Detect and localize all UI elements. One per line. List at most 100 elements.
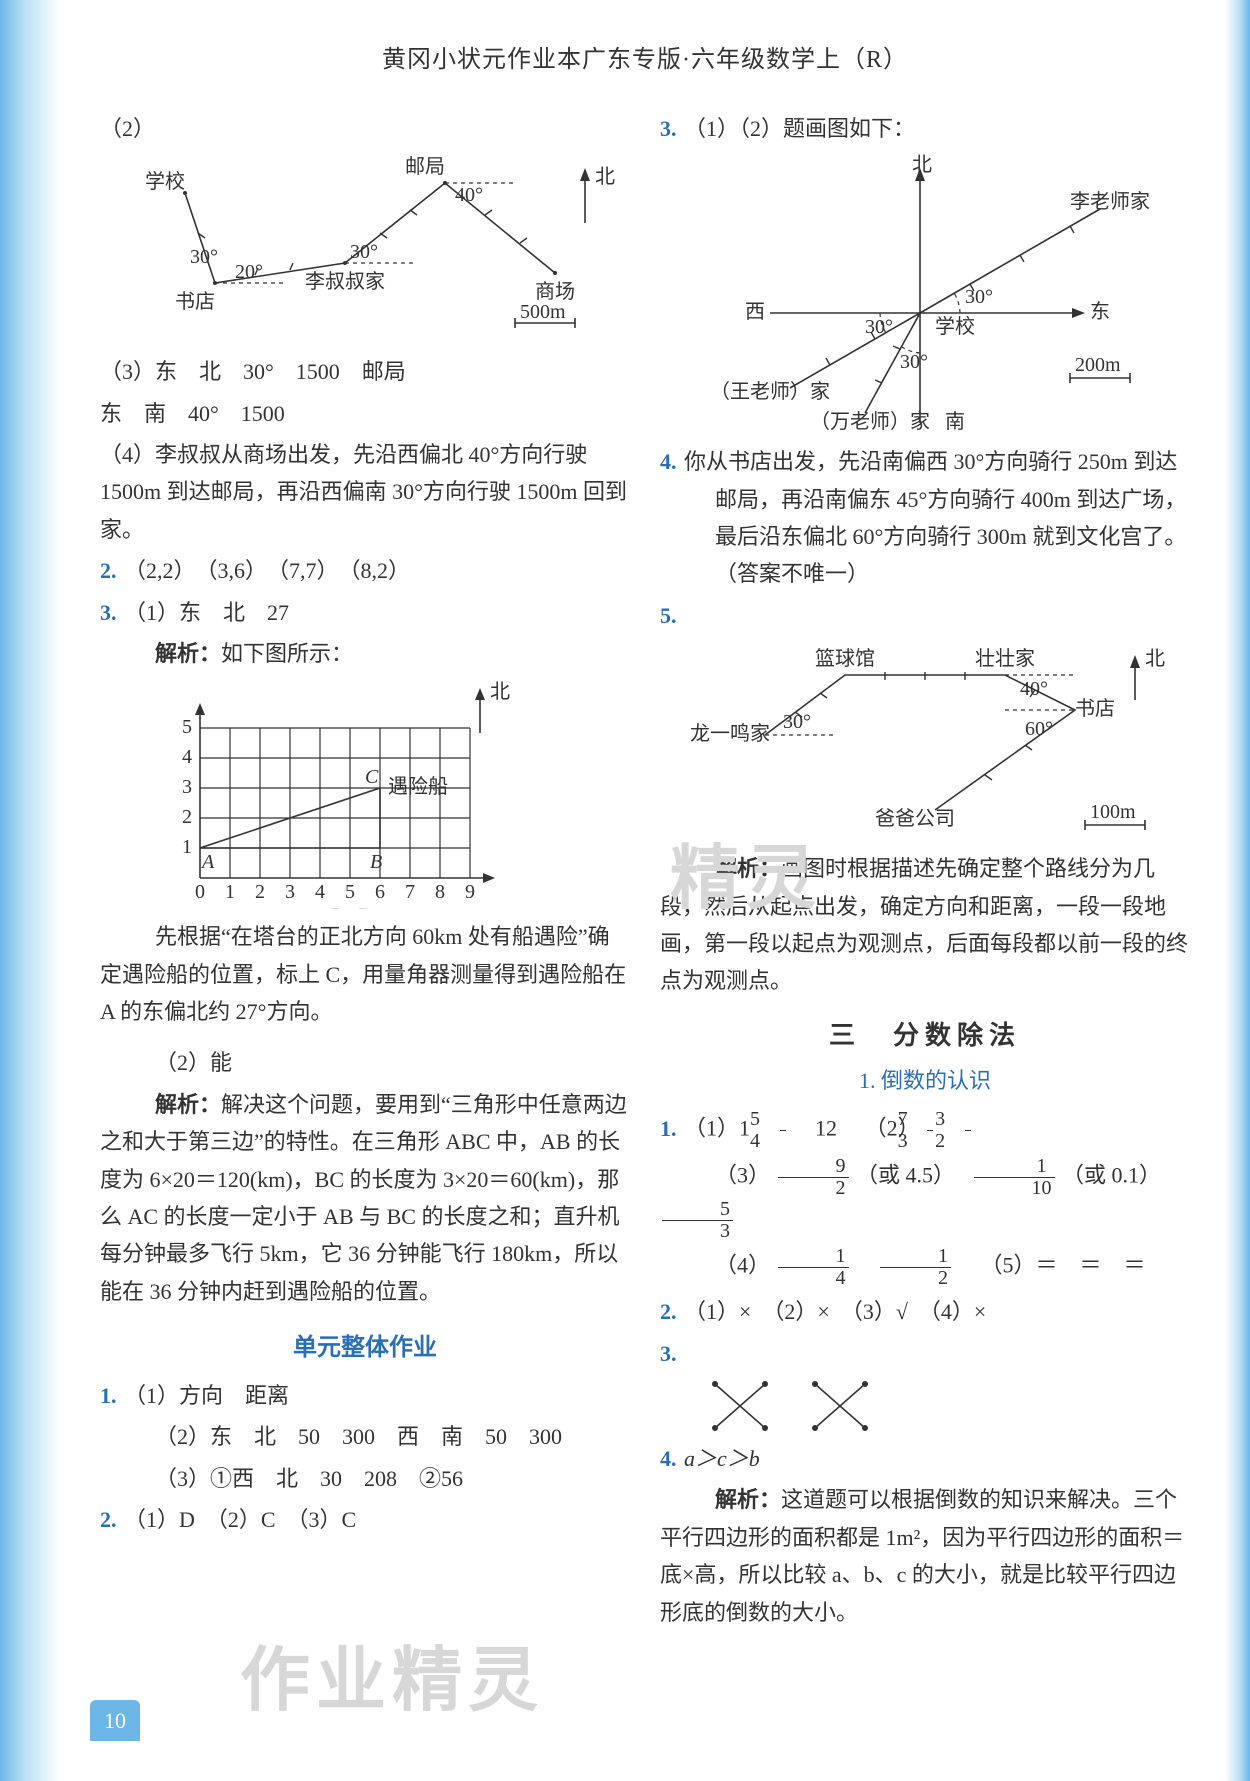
f1-p5: （5）＝ ＝ ＝ [981, 1253, 1146, 1278]
pt-B: B [370, 851, 382, 873]
pt-A: A [200, 851, 215, 873]
f1-p2a: （2） [865, 1116, 920, 1141]
d1-scale: 500m [520, 301, 566, 323]
r-n5: 5. [660, 597, 1190, 634]
diagram-route-3: 北 篮球馆 壮壮家 书店 龙一鸣家 爸爸公司 [675, 640, 1175, 840]
chapter-title: 三 分数除法 [660, 1014, 1190, 1058]
left-column: （2） 北 学校 书店 李叔叔家 邮局 [100, 106, 630, 1635]
gx4: 4 [315, 881, 325, 903]
page-number: 10 [90, 1700, 140, 1741]
grid-chart: 北 [160, 678, 520, 908]
analysis1: 解析：如下图所示： [100, 635, 630, 672]
gx5: 5 [345, 881, 355, 903]
gx0: 0 [195, 881, 205, 903]
f3: 3. [660, 1335, 1190, 1372]
gy2: 2 [182, 806, 192, 828]
left-n2: 2. （2,2） （3,6） （7,7） （8,2） [100, 552, 630, 589]
f1-p3b: （或 4.5） [856, 1163, 944, 1188]
d2-north: 北 [912, 153, 932, 176]
d3-dad: 爸爸公司 [875, 807, 955, 830]
u1b: （2）东 北 50 300 西 南 50 300 [100, 1418, 630, 1455]
d1-bookstore: 书店 [175, 290, 215, 313]
d1-liu: 李叔叔家 [305, 270, 385, 293]
ship-label: 遇险船 [388, 775, 448, 798]
page-header: 黄冈小状元作业本广东专版·六年级数学上（R） [100, 40, 1190, 81]
gy1: 1 [182, 836, 192, 858]
f1-p1a: （1）1 [684, 1116, 750, 1141]
f4: 4. a＞c＞b [660, 1440, 1190, 1477]
gy5: 5 [182, 716, 192, 738]
u1a: 1. （1）方向 距离 [100, 1377, 630, 1414]
r-n3: 3. （1）（2）题画图如下： [660, 110, 1190, 147]
r-n4-label: 4. [660, 449, 677, 474]
d2-wang: （王老师）家 [710, 380, 830, 403]
u1-label: 1. [100, 1383, 117, 1408]
u2: 2. （1）D （2）C （3）C [100, 1501, 630, 1538]
right-column: 3. （1）（2）题画图如下： [660, 106, 1190, 1635]
d2-li: 李老师家 [1070, 190, 1150, 213]
gx3: 3 [285, 881, 295, 903]
diagram-compass: 北 东 西 南 李老师家 （王老师）家 （万老师）家 学校 30° 30° 30… [690, 153, 1160, 433]
q3-ans: （3）东 北 30° 1500 邮局 [100, 353, 630, 390]
d2-east: 东 [1090, 300, 1110, 323]
gx6: 6 [375, 881, 385, 903]
d3-basket: 篮球馆 [815, 647, 875, 670]
content-columns: （2） 北 学校 书店 李叔叔家 邮局 [100, 106, 1190, 1635]
gx1: 1 [225, 881, 235, 903]
d2-school: 学校 [935, 315, 975, 338]
f4-text: a＞c＞b [684, 1446, 760, 1471]
analysis2-label: 解析： [155, 1092, 221, 1117]
n2-text: （2,2） （3,6） （7,7） （8,2） [124, 558, 410, 583]
watermark-3: 作业精灵 [240, 1622, 544, 1741]
d3-bookstore: 书店 [1075, 697, 1115, 720]
gx7: 7 [405, 881, 415, 903]
sub2: （2）能 [100, 1044, 630, 1081]
page-edge-left [0, 0, 60, 1781]
u2-label: 2. [100, 1507, 117, 1532]
grid-north: 北 [490, 680, 510, 703]
d3-a2: 40° [1020, 678, 1048, 700]
left-n3: 3. （1）东 北 27 [100, 594, 630, 631]
n2-label: 2. [100, 558, 117, 583]
analysis1-text: 先根据“在塔台的正北方向 60km 处有船遇险”确定遇险船的位置，标上 C，用量… [100, 918, 630, 1030]
d1-a1: 30° [190, 246, 218, 268]
d1-a2: 20° [235, 261, 263, 283]
f1-p1b: 12 [815, 1116, 837, 1141]
frac-5-4: 54 [780, 1109, 786, 1152]
d3-north: 北 [1145, 647, 1165, 670]
f1-p4a: （4） [715, 1253, 770, 1278]
d1-school: 学校 [145, 170, 185, 193]
gy4: 4 [182, 746, 192, 768]
frac-3-2: 32 [965, 1109, 971, 1152]
d3-a1: 30° [783, 711, 811, 733]
unit-title: 单元整体作业 [100, 1328, 630, 1369]
d2-scale: 200m [1075, 354, 1121, 376]
f4-label: 4. [660, 1446, 677, 1471]
d1-north: 北 [595, 165, 615, 188]
f1-label: 1. [660, 1116, 677, 1141]
analysis2-text: 解决这个问题，要用到“三角形中任意两边之和大于第三边”的特性。在三角形 ABC … [100, 1092, 627, 1304]
n3-text: （1）东 北 27 [124, 600, 289, 625]
f2: 2. （1）× （2）× （3）√ （4）× [660, 1293, 1190, 1330]
frac-1-10: 110 [974, 1156, 1055, 1199]
f1-line2: （3） 92 （或 4.5） 110 （或 0.1） 53 [660, 1156, 1190, 1242]
d3-a3: 60° [1025, 718, 1053, 740]
frac-1-2: 12 [880, 1246, 951, 1289]
q4-text: （4）李叔叔从商场出发，先沿西偏北 40°方向行驶 1500m 到达邮局，再沿西… [100, 436, 630, 548]
pt-C: C [365, 766, 379, 788]
q2-label: （2） [100, 110, 630, 147]
d3-scale: 100m [1090, 801, 1136, 823]
analysis2: 解析：解决这个问题，要用到“三角形中任意两边之和大于第三边”的特性。在三角形 A… [100, 1086, 630, 1310]
page-edge-right [1225, 0, 1250, 1781]
u1c: （3）①西 北 30 208 ②56 [100, 1460, 630, 1497]
matching-diagram [700, 1376, 880, 1436]
diagram-route-1: 北 学校 书店 李叔叔家 邮局 商场 [115, 153, 615, 343]
gx2: 2 [255, 881, 265, 903]
r-n4-text: 你从书店出发，先沿南偏西 30°方向骑行 250m 到达邮局，再沿南偏东 45°… [684, 449, 1186, 586]
r-n3-label: 3. [660, 116, 677, 141]
f1-line1: 1. （1）1 54 12 （2） 73 32 [660, 1109, 1190, 1152]
d1-post: 邮局 [405, 155, 445, 178]
r-n5-label: 5. [660, 603, 677, 628]
gx8: 8 [435, 881, 445, 903]
frac-5-3: 53 [662, 1199, 733, 1242]
